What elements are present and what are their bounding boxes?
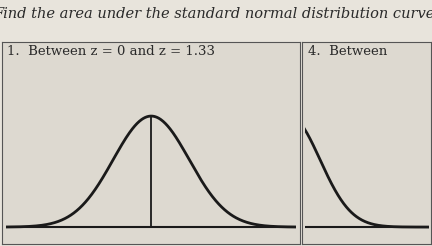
Text: 1.  Between z = 0 and z = 1.33: 1. Between z = 0 and z = 1.33: [7, 45, 215, 58]
Text: Find the area under the standard normal distribution curve.: Find the area under the standard normal …: [0, 7, 432, 21]
Text: 4.  Between: 4. Between: [308, 45, 387, 58]
